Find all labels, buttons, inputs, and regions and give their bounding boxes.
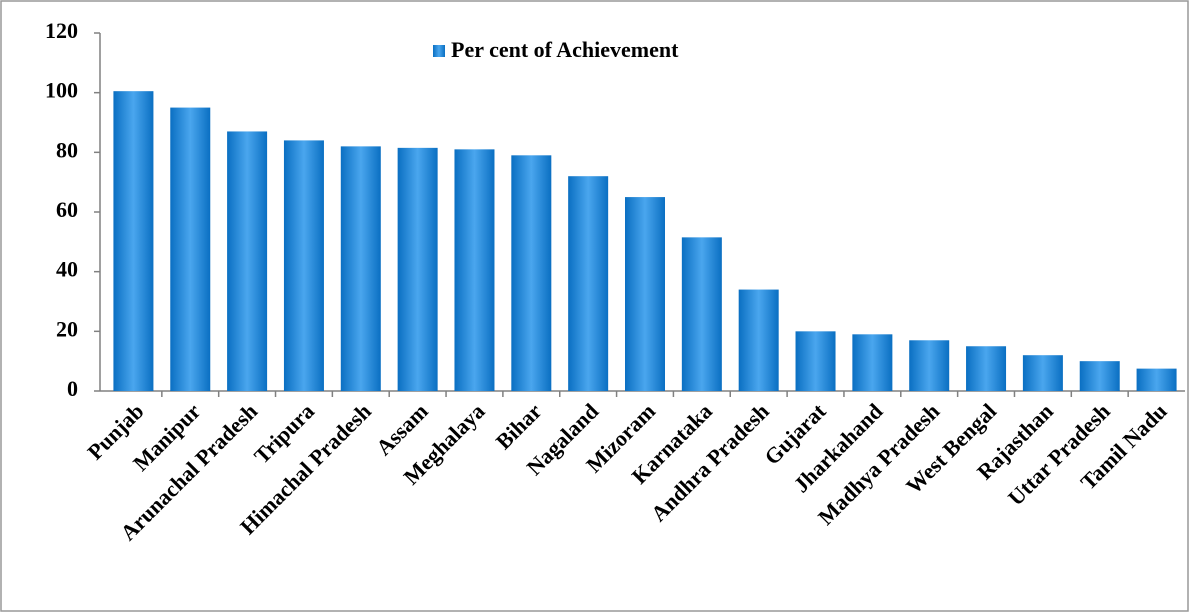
y-tick-label: 80 xyxy=(56,137,78,162)
bar xyxy=(1136,368,1177,391)
y-tick-label: 20 xyxy=(56,316,78,341)
bar xyxy=(1022,355,1063,391)
legend-label: Per cent of Achievement xyxy=(451,37,679,62)
bar xyxy=(1079,361,1120,391)
y-tick-label: 40 xyxy=(56,257,78,282)
bar xyxy=(283,140,324,391)
y-tick-label: 100 xyxy=(45,78,78,103)
bar xyxy=(113,91,154,392)
bar xyxy=(454,149,495,391)
y-tick-label: 60 xyxy=(56,197,78,222)
bar xyxy=(966,346,1007,391)
bar xyxy=(909,340,950,391)
bar xyxy=(340,146,381,391)
legend-swatch xyxy=(433,45,445,57)
bar xyxy=(511,155,552,391)
bar xyxy=(568,176,609,391)
bar xyxy=(738,289,779,391)
y-tick-label: 0 xyxy=(67,376,78,401)
bar xyxy=(227,131,268,391)
bar xyxy=(681,237,722,391)
bar xyxy=(397,147,438,391)
bar xyxy=(625,197,665,391)
y-tick-label: 120 xyxy=(45,18,78,43)
bar xyxy=(170,107,211,391)
bar xyxy=(795,331,836,391)
bar xyxy=(852,334,893,391)
